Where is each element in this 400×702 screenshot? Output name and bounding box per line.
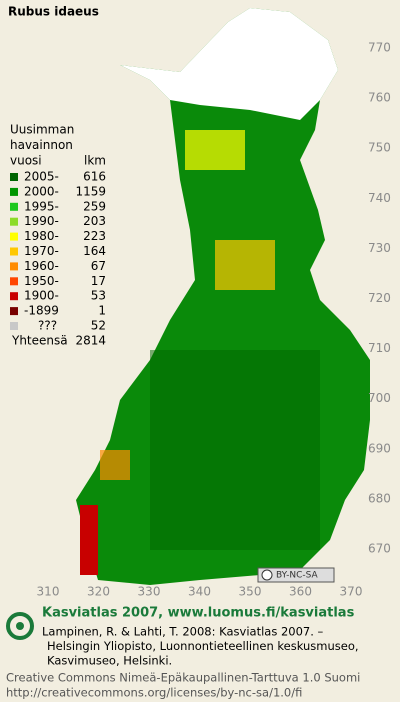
- y-coordinate-label: 770: [368, 41, 391, 55]
- y-coordinate-label: 700: [368, 391, 391, 405]
- legend-swatch: [10, 292, 18, 301]
- y-coordinate-label: 690: [368, 441, 391, 455]
- legend-label: 1990-: [24, 214, 59, 228]
- legend-label: 1900-: [24, 289, 59, 303]
- logo-spiral: [6, 612, 34, 640]
- legend-label: 1950-: [24, 274, 59, 288]
- lapland-sparse: [120, 8, 338, 120]
- legend-swatch: [10, 247, 18, 256]
- legend-count: 1159: [75, 184, 106, 198]
- y-coordinate-label: 750: [368, 141, 391, 155]
- legend-count: 164: [83, 244, 106, 258]
- y-coordinate-label: 720: [368, 291, 391, 305]
- y-coordinate-label: 730: [368, 241, 391, 255]
- license-line: http://creativecommons.org/licenses/by-n…: [6, 686, 302, 700]
- y-coordinate-label: 710: [368, 341, 391, 355]
- legend-heading: vuosi: [10, 154, 42, 168]
- yellow-patch: [185, 130, 245, 170]
- license-line: Creative Commons Nimeä-Epäkaupallinen-Ta…: [6, 671, 360, 685]
- dark-green-patch: [150, 350, 320, 550]
- legend-count: 17: [91, 274, 106, 288]
- total-count: 2814: [75, 334, 106, 348]
- x-coordinate-label: 320: [87, 585, 110, 599]
- y-coordinate-label: 680: [368, 491, 391, 505]
- legend-label: 1960-: [24, 259, 59, 273]
- red-patch: [80, 505, 98, 575]
- legend-label: 1980-: [24, 229, 59, 243]
- legend-count: 67: [91, 259, 106, 273]
- badge-text: BY-NC-SA: [276, 571, 319, 581]
- y-coordinate-label: 670: [368, 542, 391, 556]
- x-coordinate-label: 310: [37, 585, 60, 599]
- logo-core: [16, 622, 24, 630]
- total-label: Yhteensä: [11, 334, 68, 348]
- legend-swatch: [10, 173, 18, 181]
- legend-count: 53: [91, 289, 106, 303]
- legend-count: 223: [83, 229, 106, 243]
- y-coordinate-label: 760: [368, 91, 391, 105]
- legend-label: 1970-: [24, 244, 59, 258]
- legend-swatch: [10, 262, 18, 271]
- badge-frame: [257, 567, 335, 583]
- legend-label: -1899: [24, 304, 59, 318]
- legend-swatch: [10, 277, 18, 286]
- license-badge: BY-NC-SA: [257, 567, 335, 583]
- y-coordinate-label: 740: [368, 191, 391, 205]
- yellow-patch: [215, 240, 275, 290]
- legend-swatch: [10, 322, 18, 330]
- cc-icon: [261, 569, 273, 581]
- x-coordinate-label: 330: [138, 585, 161, 599]
- legend-label: ???: [38, 319, 57, 333]
- legend-heading: Uusimman: [10, 123, 74, 137]
- citation-line: Lampinen, R. & Lahti, T. 2008: Kasviatla…: [42, 625, 324, 639]
- citation-line: Kasvimuseo, Helsinki.: [47, 654, 172, 668]
- x-coordinate-label: 360: [289, 585, 312, 599]
- footer-headline: Kasviatlas 2007, www.luomus.fi/kasviatla…: [42, 606, 355, 621]
- legend-swatch: [10, 307, 18, 316]
- legend-count: 1: [98, 304, 106, 318]
- legend-label: 2000-: [24, 184, 59, 198]
- title: Rubus idaeus: [8, 5, 99, 19]
- legend-label: 1995-: [24, 199, 59, 213]
- legend-count: 616: [83, 170, 106, 184]
- legend-label: 2005-: [24, 170, 59, 184]
- x-coordinate-label: 350: [239, 585, 262, 599]
- legend-swatch: [10, 217, 18, 226]
- legend-count: 259: [83, 199, 106, 213]
- legend-swatch: [10, 232, 18, 241]
- legend-count: 52: [91, 319, 106, 333]
- citation-line: Helsingin Yliopisto, Luonnontieteellinen…: [47, 639, 359, 653]
- legend-swatch: [10, 187, 18, 196]
- legend-count-header: lkm: [84, 154, 106, 168]
- x-coordinate-label: 370: [340, 585, 363, 599]
- orange-patch: [100, 450, 130, 480]
- logo: [6, 612, 34, 640]
- x-coordinate-label: 340: [188, 585, 211, 599]
- legend-heading: havainnon: [10, 138, 73, 152]
- legend-count: 203: [83, 214, 106, 228]
- legend-swatch: [10, 202, 18, 211]
